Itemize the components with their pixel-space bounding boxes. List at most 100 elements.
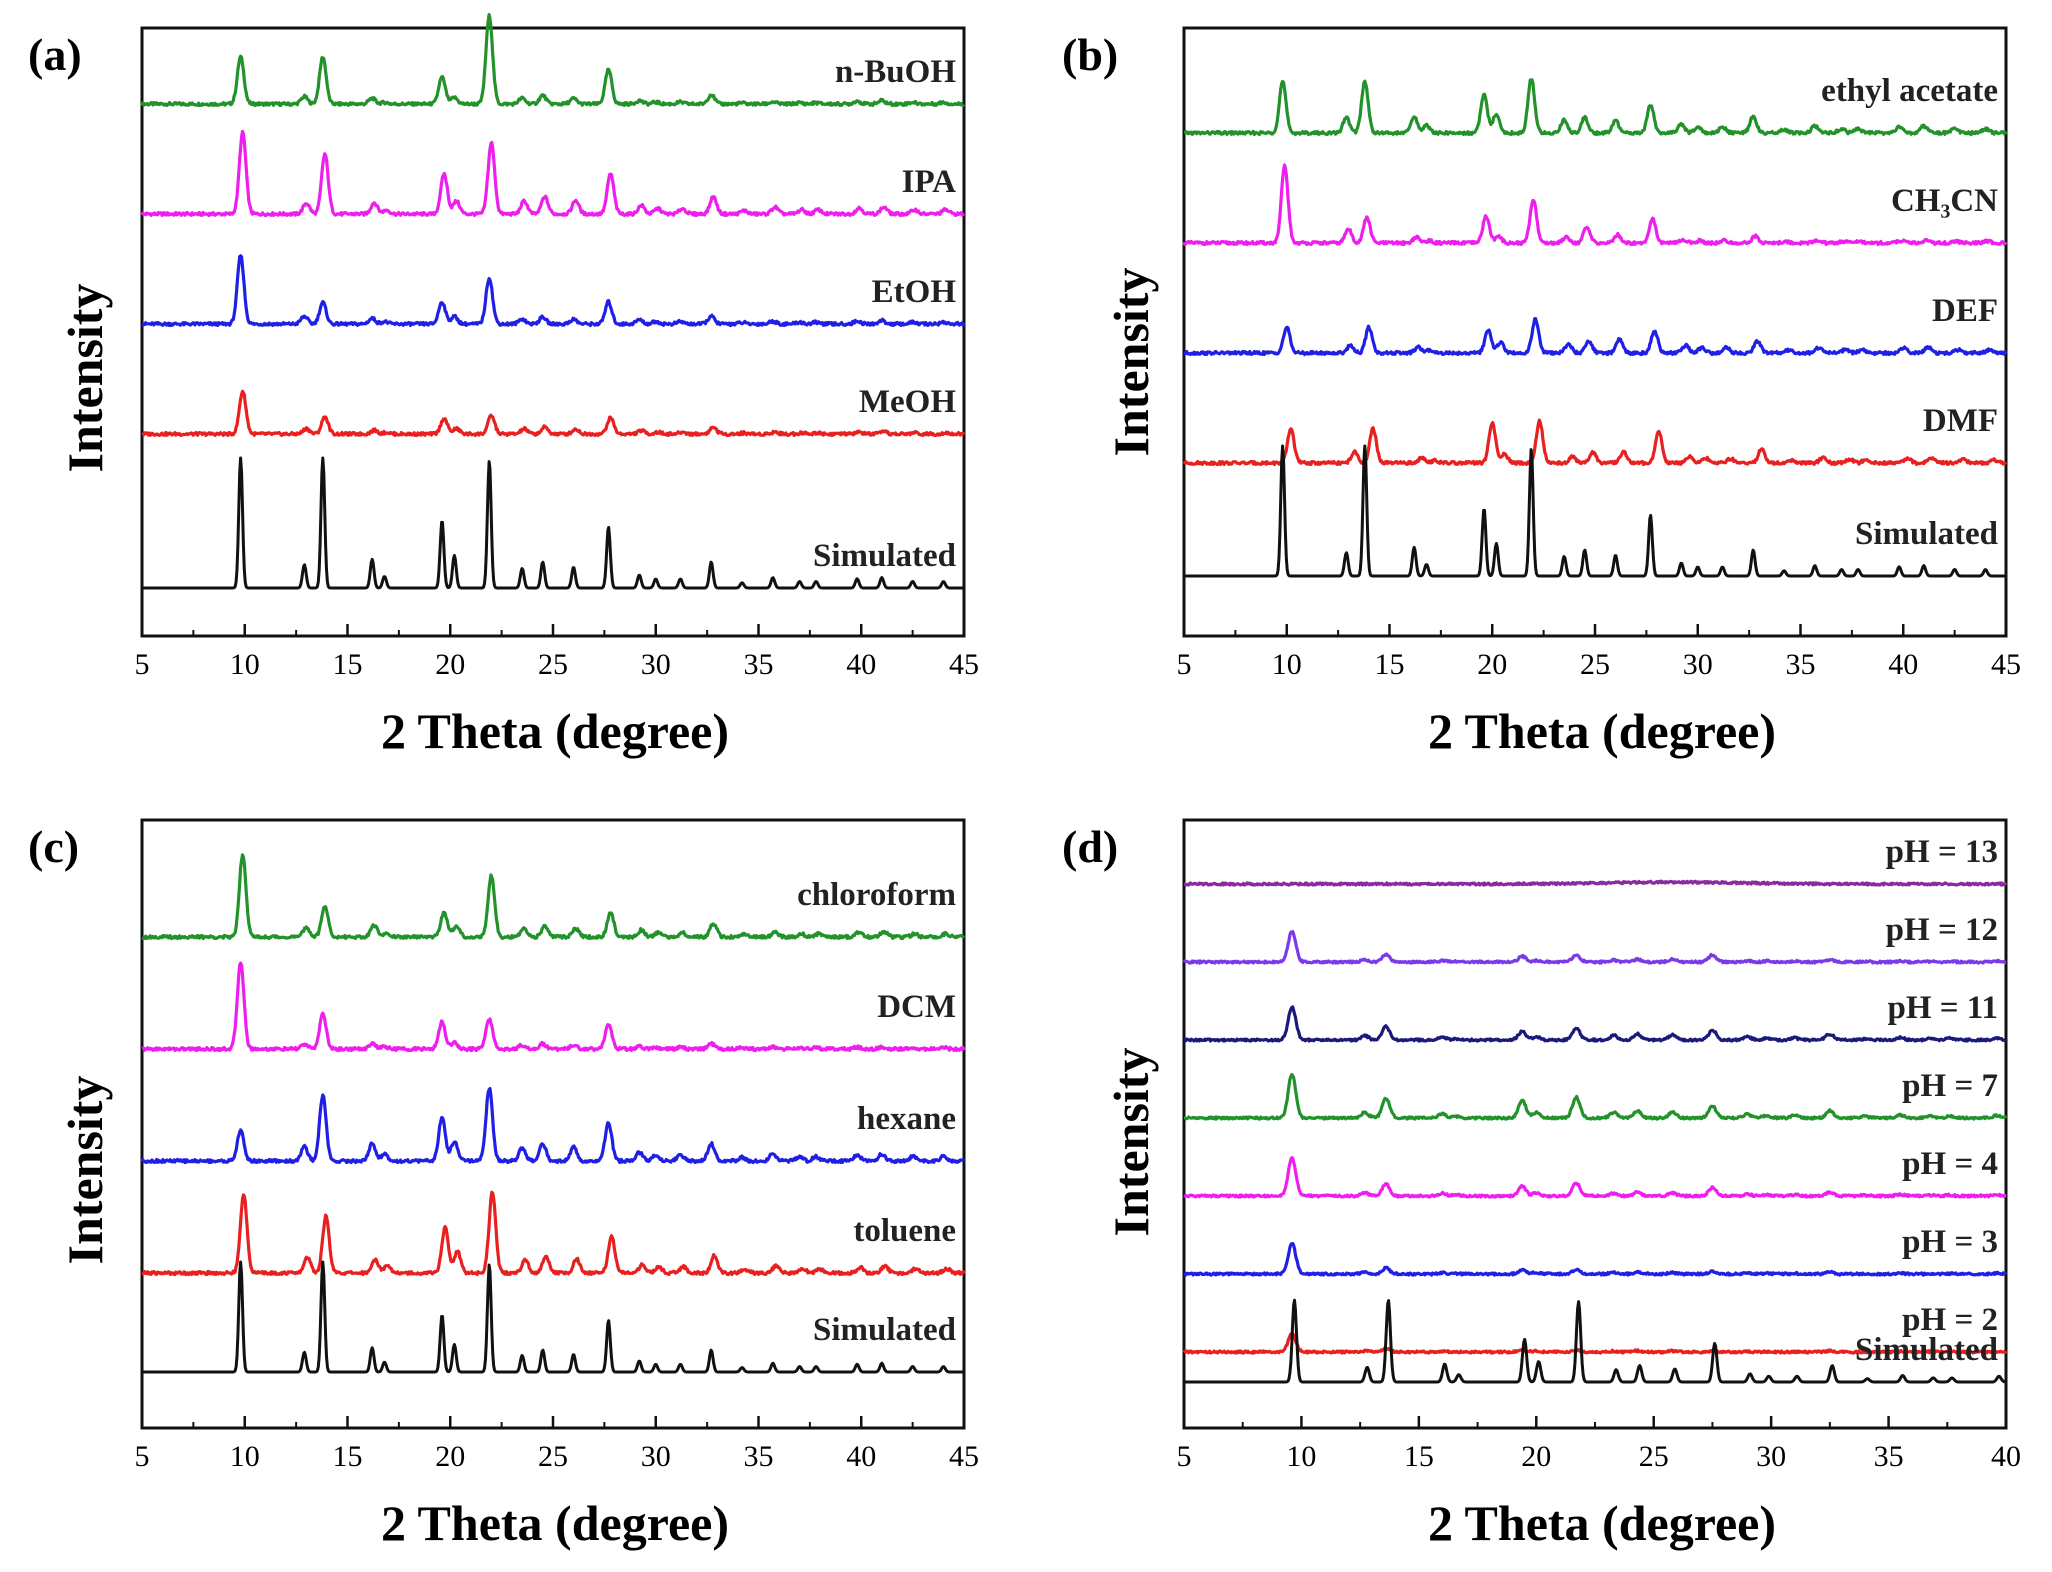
x-tick-label: 15 — [333, 1440, 363, 1473]
series-line — [141, 1190, 966, 1277]
x-tick-label: 35 — [744, 1440, 774, 1473]
series-label: ethyl acetate — [1821, 73, 1998, 109]
series-label: hexane — [857, 1101, 956, 1137]
x-tick-label: 20 — [1521, 1440, 1551, 1473]
x-tick-label: 5 — [1177, 648, 1192, 681]
panel-b: (b) ethyl acetate CH₃CN DEF DMF Simulated 5 1… — [1062, 26, 2021, 759]
series-line — [141, 1260, 965, 1374]
x-tick-label: 15 — [333, 648, 363, 681]
panel-b-label: (b) — [1062, 29, 1118, 80]
series-label: CH₃CN — [1891, 183, 1998, 219]
x-tick-label: 30 — [641, 648, 671, 681]
panel-a-plot: n-BuOH IPA EtOH MeOH Simulated — [140, 13, 966, 590]
panel-d-xlabel: 2 Theta (degree) — [1428, 1495, 1776, 1551]
panel-d-ticks: 5 10 15 20 25 30 35 40 — [1177, 1416, 2021, 1473]
panel-c-ticks: 5 10 15 20 25 30 35 40 45 — [135, 1416, 979, 1473]
panel-c-xlabel: 2 Theta (degree) — [381, 1495, 729, 1551]
series-line — [141, 456, 965, 590]
series-label: pH = 2 — [1902, 1302, 1998, 1338]
series-line — [1183, 879, 2008, 887]
series-line — [1182, 1332, 2008, 1355]
panel-d-label: (d) — [1062, 821, 1118, 872]
x-tick-label: 10 — [1286, 1440, 1316, 1473]
x-tick-label: 20 — [435, 1440, 465, 1473]
panel-b-ticks: 5 10 15 20 25 30 35 40 45 — [1177, 624, 2021, 681]
series-label: IPA — [902, 164, 957, 200]
x-tick-label: 5 — [135, 1440, 150, 1473]
panel-a-ylabel: Intensity — [57, 284, 113, 473]
series-label: pH = 7 — [1902, 1068, 1998, 1104]
panel-a-label: (a) — [28, 29, 82, 80]
panel-a: (a) n-BuOH IPA EtOH MeOH Simulated 5 10 15 20 25… — [28, 13, 979, 759]
series-line — [140, 13, 965, 108]
x-tick-label: 30 — [641, 1440, 671, 1473]
x-tick-label: 40 — [846, 648, 876, 681]
series-label: Simulated — [813, 1312, 956, 1348]
x-tick-label: 30 — [1683, 648, 1713, 681]
series-label: EtOH — [872, 274, 957, 310]
panel-b-xlabel: 2 Theta (degree) — [1428, 703, 1776, 759]
series-line — [1183, 1241, 2008, 1277]
x-tick-label: 25 — [1639, 1440, 1669, 1473]
x-tick-label: 45 — [1991, 648, 2021, 681]
x-tick-label: 35 — [1786, 648, 1816, 681]
panel-c: (c) chloroformDCMhexanetolueneSimulated … — [28, 818, 979, 1551]
x-tick-label: 20 — [1477, 648, 1507, 681]
panel-d-plot: pH = 13 pH = 12 pH = 11 pH = 7 pH = 4 pH = 3 p… — [1182, 834, 2008, 1384]
series-line — [1183, 317, 2008, 357]
x-tick-label: 10 — [1272, 648, 1302, 681]
x-tick-label: 35 — [1874, 1440, 1904, 1473]
series-line — [1183, 1072, 2008, 1121]
series-label: DMF — [1923, 403, 1998, 439]
x-tick-label: 5 — [135, 648, 150, 681]
series-label: n-BuOH — [835, 54, 956, 90]
series-label: MeOH — [859, 384, 956, 420]
panel-c-plot: chloroform DCM hexane toluene Simulated — [140, 853, 966, 1374]
x-tick-label: 25 — [1580, 648, 1610, 681]
series-label: Simulated — [1855, 1332, 1998, 1368]
x-tick-label: 40 — [1991, 1440, 2021, 1473]
series-line — [141, 254, 966, 328]
series-label: toluene — [853, 1213, 956, 1249]
series-label: DCM — [877, 989, 956, 1025]
panel-b-plot: ethyl acetate CH₃CN DEF DMF Simulated — [1182, 73, 2008, 578]
series-label: chloroform — [797, 877, 956, 913]
x-tick-label: 5 — [1177, 1440, 1192, 1473]
x-tick-label: 10 — [230, 648, 260, 681]
series-label: pH = 12 — [1886, 912, 1998, 948]
x-tick-label: 30 — [1756, 1440, 1786, 1473]
panel-a-xlabel: 2 Theta (degree) — [381, 703, 729, 759]
x-tick-label: 25 — [538, 1440, 568, 1473]
series-line — [140, 1087, 966, 1165]
x-tick-label: 40 — [846, 1440, 876, 1473]
series-label: DEF — [1932, 293, 1998, 329]
panel-d-ylabel: Intensity — [1103, 1048, 1159, 1237]
x-tick-label: 15 — [1375, 648, 1405, 681]
series-line — [1182, 930, 2007, 965]
series-line — [140, 129, 965, 218]
series-line — [141, 389, 966, 438]
series-label: pH = 4 — [1902, 1146, 1998, 1182]
series-line — [1183, 1005, 2007, 1043]
series-label: pH = 3 — [1902, 1224, 1998, 1260]
series-label: Simulated — [813, 538, 956, 574]
panel-c-label: (c) — [28, 821, 79, 872]
panel-a-ticks: 5 10 15 20 25 30 35 40 45 — [135, 624, 979, 681]
series-line — [1183, 1156, 2007, 1199]
panel-b-ylabel: Intensity — [1103, 268, 1159, 457]
series-line — [1183, 444, 2007, 578]
series-line — [1182, 418, 2008, 467]
x-tick-label: 45 — [949, 1440, 979, 1473]
x-tick-label: 15 — [1404, 1440, 1434, 1473]
x-tick-label: 25 — [538, 648, 568, 681]
x-tick-label: 45 — [949, 648, 979, 681]
series-line — [1182, 163, 2008, 247]
series-label: pH = 13 — [1886, 834, 1998, 870]
series-line — [1183, 78, 2008, 137]
series-label: Simulated — [1855, 516, 1998, 552]
panel-c-ylabel: Intensity — [57, 1076, 113, 1265]
series-line — [1183, 1298, 2007, 1384]
series-label: pH = 11 — [1887, 990, 1998, 1026]
